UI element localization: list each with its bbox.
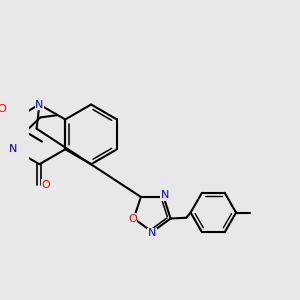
Text: N: N (161, 190, 169, 200)
Text: O: O (128, 214, 137, 224)
Text: O: O (0, 104, 7, 114)
Text: O: O (41, 180, 50, 190)
Text: N: N (148, 228, 156, 238)
Text: N: N (35, 100, 44, 110)
Text: N: N (9, 144, 18, 154)
